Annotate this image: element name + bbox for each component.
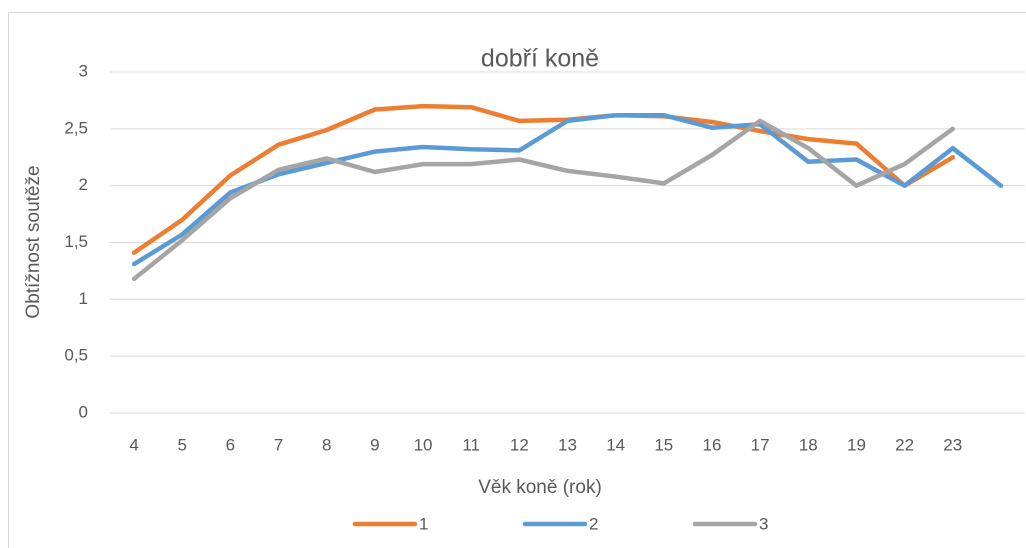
legend-label: 3: [759, 514, 768, 533]
series-line: [131, 118, 956, 282]
x-tick-label: 18: [799, 435, 818, 454]
x-tick-label: 5: [178, 435, 187, 454]
x-tick-label: 19: [847, 435, 866, 454]
series-line: [131, 112, 1004, 267]
legend-label: 2: [589, 514, 598, 533]
x-tick-label: 12: [510, 435, 529, 454]
x-tick-label: 11: [462, 435, 480, 454]
series-line: [131, 103, 956, 255]
y-tick-label: 1,5: [64, 232, 88, 251]
legend-label: 1: [419, 514, 428, 533]
y-tick-label: 1: [79, 289, 88, 308]
y-tick-label: 2,5: [64, 118, 88, 137]
x-tick-label: 10: [414, 435, 433, 454]
x-tick-label: 17: [751, 435, 770, 454]
y-tick-label: 0,5: [64, 346, 88, 365]
x-tick-label: 8: [322, 435, 331, 454]
y-tick-label: 0: [79, 402, 88, 421]
y-axis-title: Obtížnost soutěže: [23, 165, 44, 318]
x-tick-label: 23: [943, 435, 962, 454]
chart-border: [8, 12, 1026, 548]
x-axis-title: Věk koně (rok): [478, 477, 602, 498]
x-tick-label: 16: [703, 435, 722, 454]
x-tick-label: 6: [226, 435, 235, 454]
x-tick-label: 13: [558, 435, 577, 454]
x-tick-label: 9: [370, 435, 379, 454]
x-tick-label: 22: [895, 435, 914, 454]
y-tick-label: 2: [79, 175, 88, 194]
x-tick-label: 14: [606, 435, 625, 454]
x-tick-label: 7: [274, 435, 283, 454]
x-tick-label: 15: [654, 435, 673, 454]
y-tick-label: 3: [79, 61, 88, 80]
x-tick-label: 4: [129, 435, 138, 454]
chart-title: dobří koně: [481, 45, 599, 73]
